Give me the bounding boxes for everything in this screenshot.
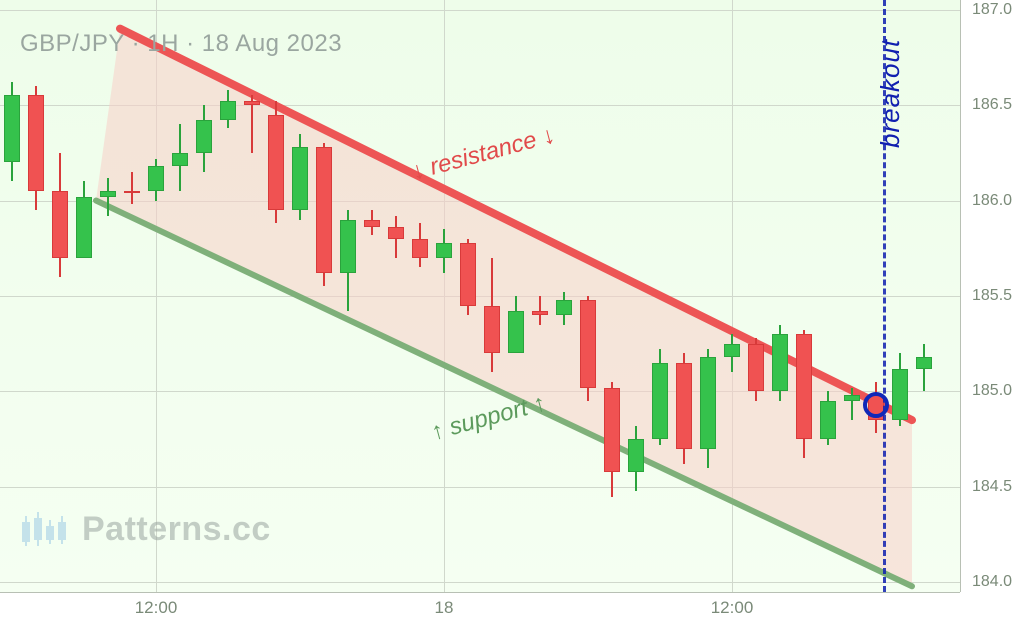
hgrid-line (0, 582, 960, 583)
candle-body (124, 191, 140, 193)
candle-body (460, 243, 476, 306)
y-tick-label: 185.0 (972, 382, 1012, 400)
y-tick-label: 185.5 (972, 287, 1012, 305)
candle-body (436, 243, 452, 258)
hgrid-line (0, 201, 960, 202)
candle-body (604, 388, 620, 472)
candle-body (700, 357, 716, 449)
candle-wick (131, 172, 133, 204)
watermark-text: Patterns.cc (82, 510, 271, 549)
candle-body (244, 101, 260, 105)
candle-body (844, 395, 860, 401)
candle-body (388, 227, 404, 238)
chart-title: GBP/JPY · 1H · 18 Aug 2023 (20, 30, 342, 58)
y-tick-label: 187.0 (972, 1, 1012, 19)
candle-body (724, 344, 740, 357)
candle-body (508, 311, 524, 353)
y-axis-border (960, 0, 961, 592)
candle-body (268, 115, 284, 210)
candle-body (676, 363, 692, 449)
chart-container: 184.0 184.5 185.0 185.5 186.0 186.5 187.0 12:00… (0, 0, 1024, 632)
y-tick-label: 186.0 (972, 192, 1012, 210)
candle-body (916, 357, 932, 368)
candle-body (796, 334, 812, 439)
candle-body (484, 306, 500, 354)
x-tick-label: 18 (435, 598, 454, 618)
y-tick-label: 184.5 (972, 478, 1012, 496)
candle-body (628, 439, 644, 471)
candle-body (52, 191, 68, 258)
candle-body (748, 344, 764, 392)
watermark-icon (20, 512, 72, 548)
candle-body (556, 300, 572, 315)
hgrid-line (0, 487, 960, 488)
candle-body (196, 120, 212, 152)
breakout-label: breakout (875, 39, 906, 148)
breakout-marker (863, 392, 889, 418)
vgrid-line (732, 0, 733, 592)
x-tick-label: 12:00 (711, 598, 754, 618)
hgrid-line (0, 10, 960, 11)
candle-body (412, 239, 428, 258)
candle-wick (851, 388, 853, 420)
candle-body (892, 369, 908, 421)
hgrid-line (0, 296, 960, 297)
candle-body (580, 300, 596, 388)
candle-body (148, 166, 164, 191)
vgrid-line (156, 0, 157, 592)
candle-body (532, 311, 548, 315)
candle-body (652, 363, 668, 439)
x-tick-label: 12:00 (135, 598, 178, 618)
candle-body (316, 147, 332, 273)
candle-body (820, 401, 836, 439)
candle-body (100, 191, 116, 197)
candle-body (4, 95, 20, 162)
candle-body (364, 220, 380, 228)
hgrid-line (0, 391, 960, 392)
watermark: Patterns.cc (20, 510, 271, 549)
x-axis-border (0, 592, 960, 593)
candle-body (76, 197, 92, 258)
candle-body (292, 147, 308, 210)
y-tick-label: 186.5 (972, 96, 1012, 114)
candle-body (340, 220, 356, 273)
candle-wick (107, 178, 109, 216)
y-tick-label: 184.0 (972, 573, 1012, 591)
vgrid-line (444, 0, 445, 592)
hgrid-line (0, 105, 960, 106)
candle-body (172, 153, 188, 166)
candle-body (220, 101, 236, 120)
candle-body (28, 95, 44, 190)
candle-body (772, 334, 788, 391)
